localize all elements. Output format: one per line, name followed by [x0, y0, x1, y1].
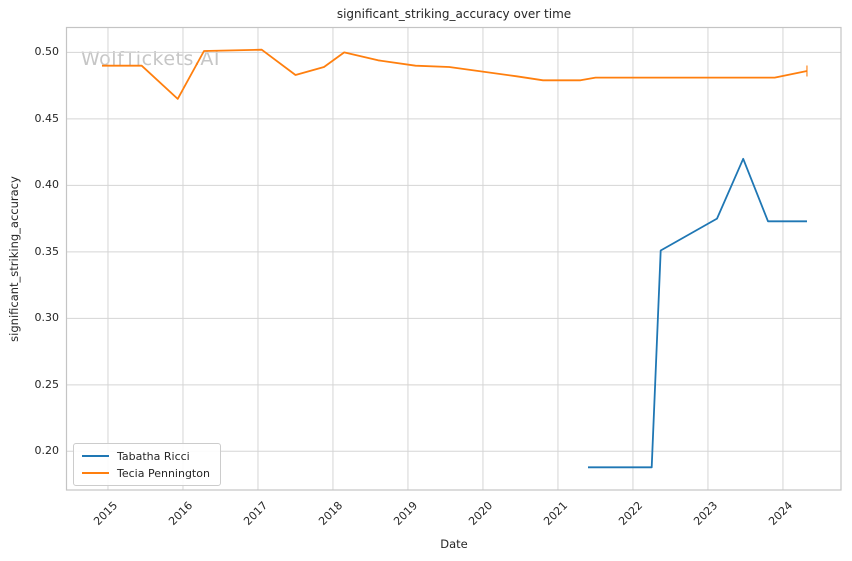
x-tick-label: 2021: [541, 499, 571, 528]
y-tick-label: 0.50: [34, 45, 60, 59]
x-tick-label: 2017: [241, 499, 271, 528]
series-line: [588, 157, 807, 469]
x-tick-label: 2024: [766, 499, 796, 528]
legend-label: Tecia Pennington: [117, 466, 210, 480]
plot-frame: [65, 26, 842, 491]
y-tick-label: 0.45: [34, 111, 60, 125]
x-tick-label: 2020: [466, 499, 496, 528]
legend-item: Tabatha Ricci: [82, 449, 210, 463]
y-tick-label: 0.30: [34, 311, 60, 325]
x-axis-label: Date: [440, 537, 468, 551]
x-tick-label: 2019: [391, 499, 421, 528]
x-tick-label: 2018: [316, 499, 346, 528]
x-tick-label: 2022: [616, 499, 646, 528]
x-tick-label: 2016: [166, 499, 196, 528]
x-tick-label: 2015: [91, 499, 121, 528]
y-tick-label: 0.40: [34, 178, 60, 192]
legend: Tabatha Ricci Tecia Pennington: [73, 443, 221, 486]
x-tick-label: 2023: [691, 499, 721, 528]
legend-label: Tabatha Ricci: [117, 449, 190, 463]
chart-title: significant_striking_accuracy over time: [336, 7, 572, 21]
y-axis-label: significant_striking_accuracy: [7, 176, 21, 342]
y-tick-label: 0.35: [34, 244, 60, 258]
y-tick-label: 0.25: [34, 377, 60, 391]
legend-line-swatch-blue: [82, 455, 109, 457]
y-tick-label: 0.20: [34, 444, 60, 458]
watermark-text: WolfTickets.AI: [81, 48, 221, 70]
legend-item: Tecia Pennington: [82, 466, 210, 480]
legend-line-swatch-orange: [82, 472, 109, 474]
